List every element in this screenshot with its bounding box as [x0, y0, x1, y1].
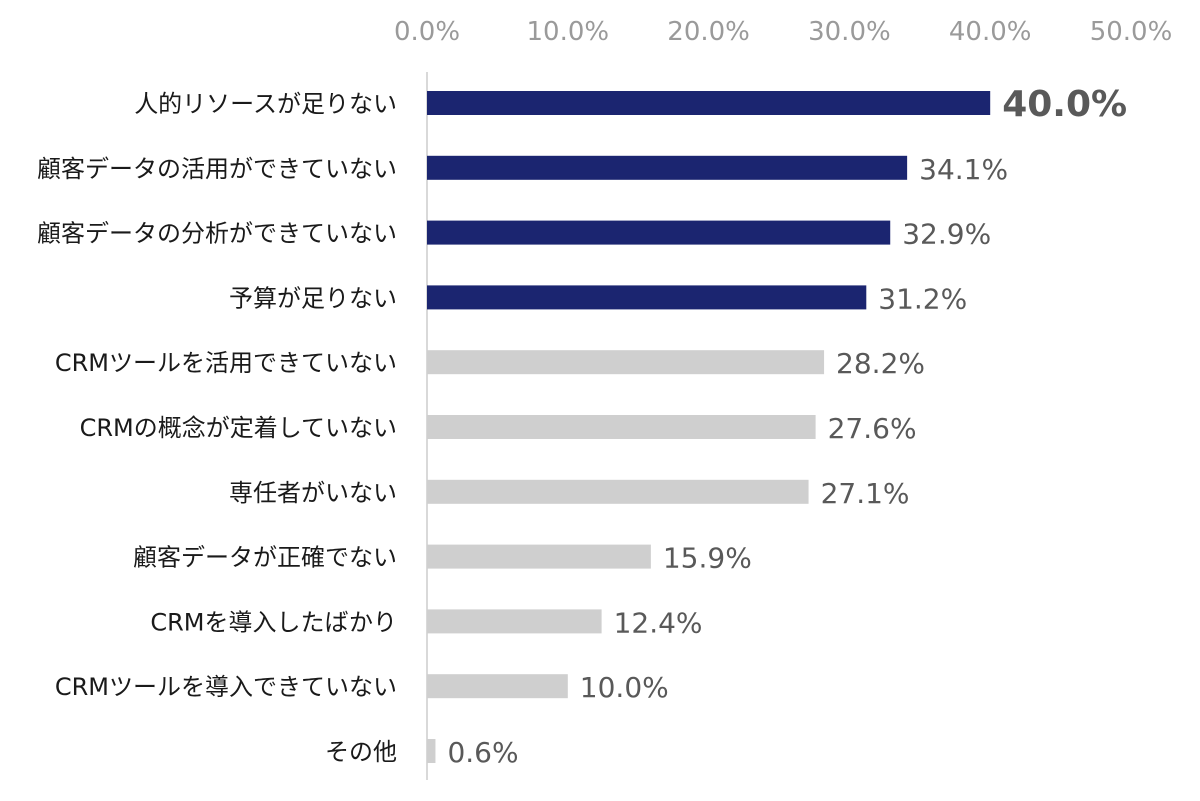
category-label: 顧客データが正確でない [133, 544, 397, 572]
category-label: 顧客データの活用ができていない [37, 155, 397, 183]
category-label: CRMの概念が定着していない [80, 414, 397, 442]
x-tick-label: 20.0% [667, 17, 750, 47]
category-label: CRMツールを活用できていない [55, 349, 397, 377]
bar [427, 91, 991, 115]
x-tick-label: 30.0% [808, 17, 891, 47]
value-label: 28.2% [836, 347, 925, 380]
bar [427, 155, 908, 180]
bar [427, 739, 436, 763]
value-label: 0.6% [447, 736, 518, 769]
category-label: 専任者がいない [229, 479, 397, 507]
bar [427, 674, 568, 699]
bar [427, 220, 891, 245]
category-label: 予算が足りない [229, 284, 397, 312]
category-label: CRMを導入したばかり [150, 608, 397, 636]
value-label: 32.9% [902, 218, 991, 251]
value-label: 12.4% [614, 606, 703, 639]
x-tick-label: 40.0% [949, 17, 1032, 47]
value-label: 10.0% [580, 671, 669, 704]
category-label: 顧客データの分析ができていない [37, 220, 397, 248]
bar [427, 415, 816, 439]
bars [427, 91, 991, 763]
value-label: 27.6% [828, 412, 917, 445]
x-axis: 0.0% 10.0% 20.0% 30.0% 40.0% 50.0% [394, 17, 1172, 780]
value-label: 31.2% [878, 282, 967, 315]
bar [427, 285, 867, 310]
category-label: 人的リソースが足りない [134, 90, 397, 118]
labels: 人的リソースが足りない 40.0% 顧客データの活用ができていない 34.1% 顧客デー… [37, 84, 1127, 769]
value-label: 15.9% [663, 542, 752, 575]
bar [427, 350, 825, 375]
x-tick-label: 10.0% [526, 17, 609, 47]
category-label: CRMツールを導入できていない [55, 673, 397, 701]
value-label: 40.0% [1002, 84, 1127, 125]
bar [427, 544, 651, 569]
bar [427, 479, 809, 504]
category-label: その他 [325, 738, 397, 766]
x-tick-label: 50.0% [1090, 17, 1173, 47]
value-label: 27.1% [821, 477, 910, 510]
value-label: 34.1% [919, 153, 1008, 186]
bar [427, 609, 602, 634]
x-tick-label: 0.0% [394, 17, 460, 47]
